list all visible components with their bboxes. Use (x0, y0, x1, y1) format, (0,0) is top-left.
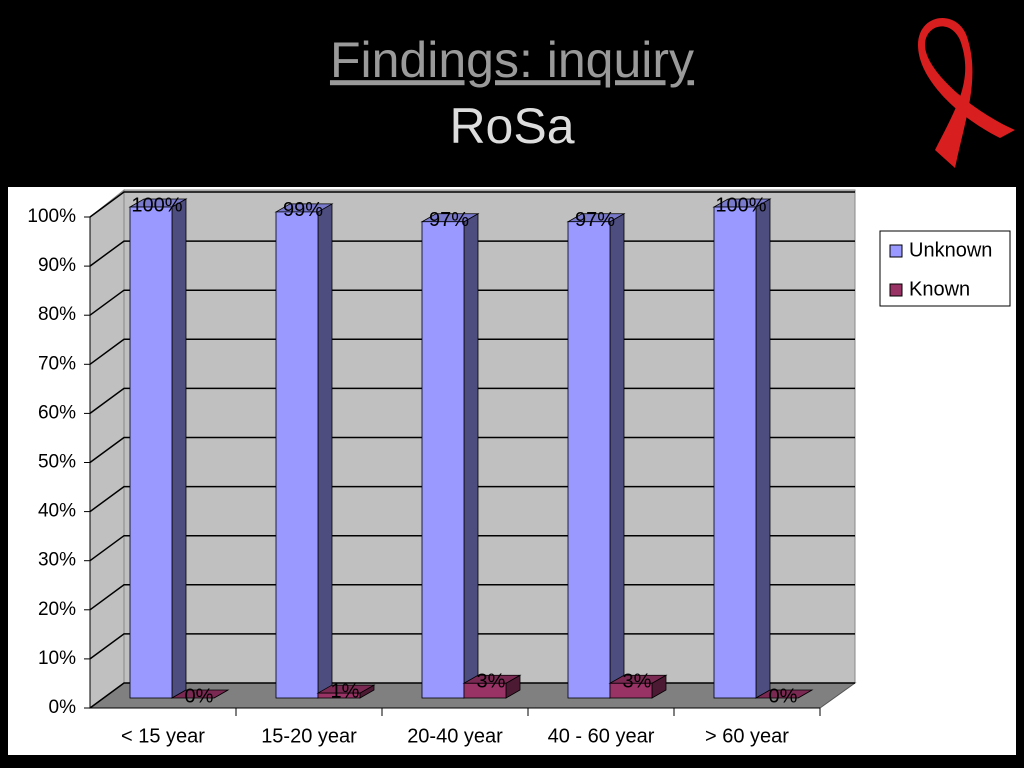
bar-side (317, 203, 333, 699)
y-tick-label: 30% (38, 550, 76, 571)
bar-side (609, 213, 625, 699)
data-label: 1% (331, 680, 360, 702)
bar (463, 682, 507, 699)
data-label: 99% (283, 199, 323, 221)
y-tick-label: 60% (38, 402, 76, 423)
y-tick-label: 80% (38, 304, 76, 325)
y-tick-label: 10% (38, 648, 76, 669)
legend-label: Unknown (909, 239, 992, 261)
side-wall (89, 188, 125, 709)
x-tick-label: > 60 year (705, 725, 789, 747)
y-tick-label: 0% (49, 697, 77, 718)
data-label: 3% (623, 671, 652, 693)
bar (129, 206, 173, 699)
data-label: 100% (131, 194, 182, 216)
chart-subtitle: RoSa (449, 98, 574, 154)
grid-line (89, 191, 855, 218)
legend-swatch (889, 244, 903, 258)
x-tick-label: 20-40 year (407, 725, 503, 747)
bar-top (754, 689, 814, 699)
bar-side (755, 198, 771, 699)
bar (713, 206, 757, 699)
x-tick-label: 15-20 year (261, 725, 357, 747)
bar-side (463, 213, 479, 699)
chart-title: Findings: inquiry (330, 32, 694, 88)
data-label: 97% (429, 209, 469, 231)
x-tick-label: < 15 year (121, 725, 205, 747)
data-label: 100% (715, 194, 766, 216)
legend-label: Known (909, 278, 970, 300)
data-label: 0% (769, 685, 798, 707)
x-tick-label: 40 - 60 year (548, 725, 655, 747)
bar (609, 682, 653, 699)
bar-top (170, 689, 230, 699)
ribbon-icon (918, 18, 1015, 169)
bar-side (171, 198, 187, 699)
data-label: 0% (185, 685, 214, 707)
legend-swatch (889, 283, 903, 297)
data-label: 97% (575, 209, 615, 231)
y-tick-label: 50% (38, 452, 76, 473)
bar (317, 692, 361, 699)
y-tick-label: 20% (38, 599, 76, 620)
bar (421, 221, 465, 699)
bar (567, 221, 611, 699)
y-tick-label: 70% (38, 353, 76, 374)
y-tick-label: 40% (38, 501, 76, 522)
y-tick-label: 100% (27, 206, 76, 227)
data-label: 3% (477, 671, 506, 693)
bar (275, 211, 319, 699)
y-tick-label: 90% (38, 255, 76, 276)
